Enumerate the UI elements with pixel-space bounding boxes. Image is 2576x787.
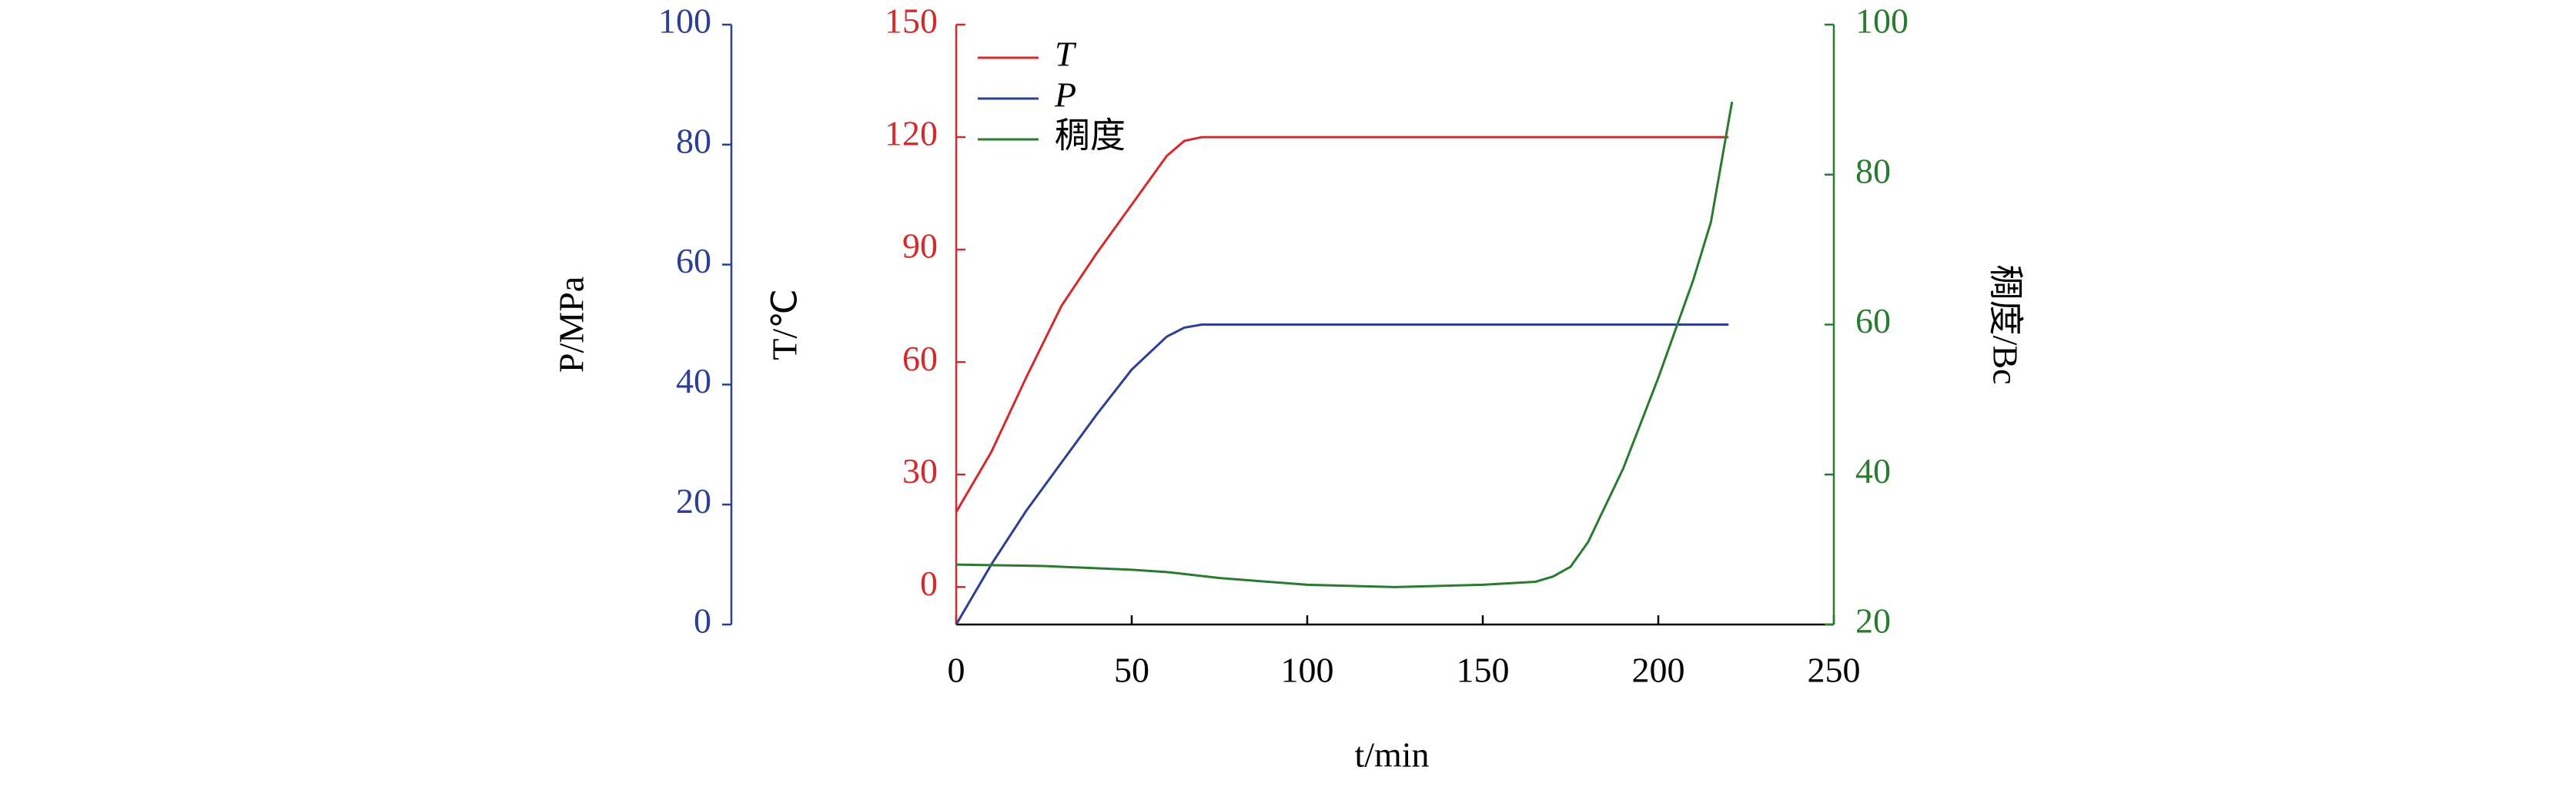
x-tick-label: 250	[1808, 651, 1861, 690]
series-line	[955, 102, 1734, 588]
y3-tick-label: 60	[1855, 301, 1891, 340]
series-line	[955, 323, 1729, 625]
y-tick-label: 90	[902, 226, 938, 266]
y-tick-label: 120	[885, 114, 938, 153]
y2-tick-label: 40	[676, 361, 711, 400]
y2-tick-label: 80	[676, 121, 711, 160]
y3-tick-label: 100	[1855, 2, 1909, 41]
y2-axis-label: P/MPa	[552, 276, 591, 373]
x-tick-label: 100	[1281, 651, 1334, 690]
y3-tick-label: 40	[1855, 451, 1891, 491]
x-tick-label: 0	[948, 651, 965, 690]
y-tick-label: 60	[902, 339, 938, 378]
y3-tick-label: 20	[1855, 601, 1891, 641]
y-tick-label: 0	[920, 564, 938, 603]
x-axis-label: t/min	[1354, 735, 1429, 775]
x-tick-label: 150	[1457, 651, 1510, 690]
y3-axis-label: 稠度/Bc	[1986, 265, 2025, 385]
y-tick-label: 150	[885, 2, 938, 41]
y2-tick-label: 60	[676, 241, 711, 280]
x-tick-label: 50	[1114, 651, 1149, 690]
legend-label: 稠度	[1055, 116, 1126, 156]
y2-tick-label: 20	[676, 481, 711, 521]
series-line	[955, 136, 1729, 513]
y2-tick-label: 100	[658, 2, 711, 41]
y2-tick-label: 0	[694, 601, 711, 641]
x-tick-label: 200	[1632, 651, 1685, 690]
legend-label: T	[1055, 35, 1077, 74]
legend-label: P	[1054, 75, 1076, 115]
y-tick-label: 30	[902, 451, 938, 491]
y-axis-label: T/℃	[765, 289, 805, 360]
y3-tick-label: 80	[1855, 151, 1891, 190]
